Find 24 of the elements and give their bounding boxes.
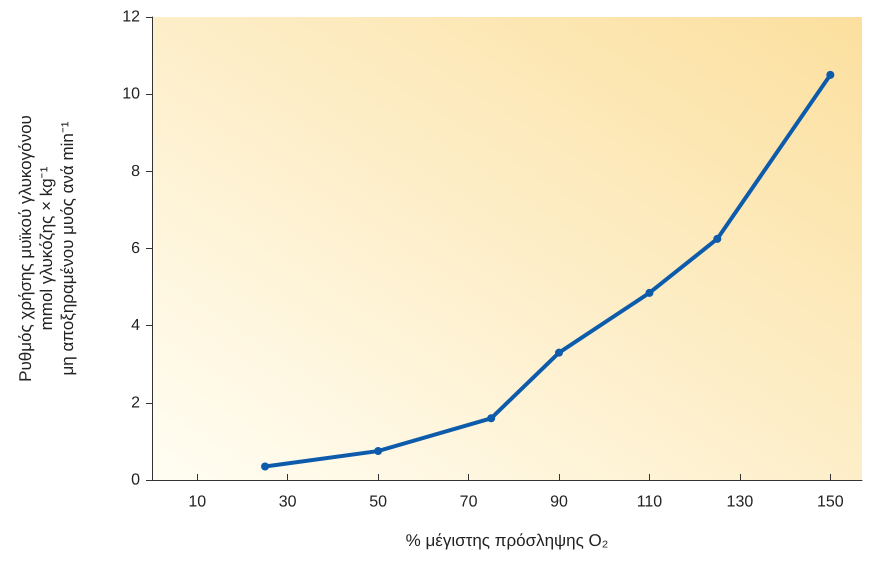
- point: [487, 414, 496, 422]
- point: [374, 447, 382, 456]
- point: [261, 462, 270, 470]
- y-tick-label: 0: [131, 472, 140, 488]
- point: [826, 70, 834, 79]
- x-tick-label: 110: [636, 494, 662, 510]
- x-axis-title: % μέγιστης πρόσληψης O₂: [406, 531, 608, 550]
- y-tick-label: 10: [122, 86, 140, 103]
- x-tick-label: 130: [726, 494, 754, 510]
- y-tick-label: 4: [131, 317, 140, 334]
- x-tick-label: 50: [369, 494, 388, 510]
- y-tick-label: 8: [131, 162, 140, 180]
- y-tick-label: 12: [122, 8, 140, 26]
- point: [555, 348, 564, 357]
- x-tick-label: 70: [460, 494, 478, 510]
- y-tick-label: 6: [131, 240, 140, 257]
- point: [645, 288, 654, 297]
- y-axis-title: Ρυθμός χρήσης μυϊκού γλυκογόνου mmol γλυκόζης × kg⁻¹ μη αποξηραμένου μυός ανά min⁻¹: [16, 115, 77, 382]
- x-tick-label: 90: [550, 494, 568, 510]
- y-tick-label: 2: [131, 394, 140, 412]
- x-tick-label: 10: [188, 494, 206, 510]
- point: [713, 234, 722, 243]
- x-tick-label: 150: [816, 494, 844, 510]
- x-tick-label: 30: [278, 494, 297, 510]
